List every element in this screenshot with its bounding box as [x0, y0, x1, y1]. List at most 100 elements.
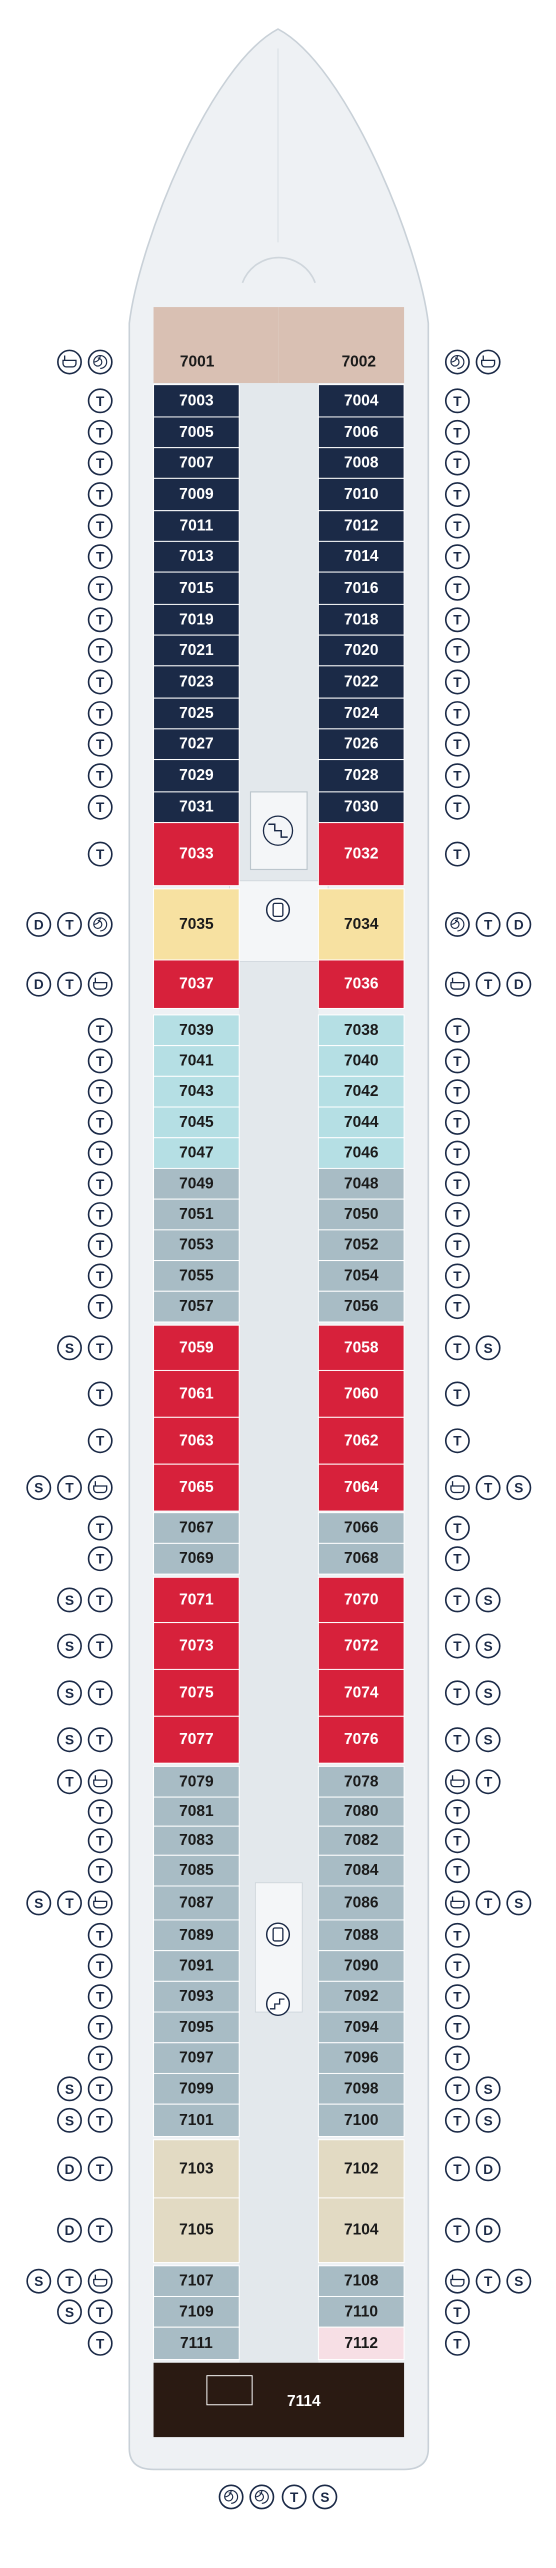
- spa-swirl: [93, 354, 108, 370]
- icon-letter: S: [514, 2274, 523, 2289]
- cabin: [317, 1198, 405, 1231]
- cabin-number: 7018: [344, 611, 379, 628]
- cabin-number: 7105: [179, 2222, 214, 2239]
- cabin: [317, 888, 405, 961]
- icon-letter: T: [453, 519, 462, 534]
- amenity-icon: S: [26, 1890, 52, 1916]
- cabin-number: 7047: [179, 1145, 213, 1162]
- amenity-icon: T: [444, 1680, 470, 1706]
- icon-letter: T: [96, 425, 105, 440]
- icon-letter: T: [453, 1146, 462, 1161]
- icon-letter: T: [65, 917, 74, 932]
- cabin-number: 7072: [344, 1638, 378, 1655]
- icon-letter: T: [453, 1552, 462, 1567]
- cabin-number: 7012: [344, 518, 378, 535]
- icon-circle: [87, 731, 113, 757]
- icon-circle: [475, 1769, 501, 1795]
- icon-circle: [57, 349, 82, 375]
- icon-letter: T: [453, 643, 462, 658]
- icon-letter: T: [96, 800, 105, 815]
- cabin-number: 7114: [287, 2393, 321, 2410]
- amenity-icon: T: [87, 1984, 113, 2010]
- icon-circle: [444, 1890, 470, 1916]
- amenity-icon: S: [506, 1890, 532, 1916]
- cabin: [317, 384, 405, 418]
- amenity-icon: T: [475, 1769, 501, 1795]
- cabin: [317, 571, 405, 605]
- cabin: [317, 1796, 405, 1827]
- cabin-number: 7039: [179, 1022, 214, 1039]
- amenity-icon: T: [444, 701, 470, 726]
- icon-circle: [444, 1727, 470, 1753]
- amenity-icon: T: [87, 2014, 113, 2040]
- icon-circle: [444, 2268, 470, 2294]
- icon-circle: [475, 2156, 501, 2182]
- amenity-icon: T: [444, 1232, 470, 1258]
- cabin-number: 7029: [179, 767, 214, 784]
- icon-letter: T: [453, 2082, 462, 2097]
- icon-letter: T: [453, 613, 462, 628]
- amenity-icon: T: [57, 2268, 82, 2294]
- amenity-icon: T: [444, 1922, 470, 1948]
- cabin-number: 7040: [344, 1052, 378, 1069]
- cabin-number: 7053: [179, 1237, 214, 1254]
- tub-shape: [450, 1481, 465, 1494]
- icon-letter: S: [65, 1686, 74, 1701]
- icon-letter: T: [453, 456, 462, 471]
- icon-letter: T: [453, 425, 462, 440]
- amenity-icon: S: [57, 1680, 82, 1706]
- stairs-forward: [229, 791, 329, 962]
- icon-circle: [87, 2045, 113, 2071]
- cabin: [153, 1290, 240, 1323]
- icon-circle: [444, 450, 470, 476]
- spa-swirl: [224, 2489, 239, 2504]
- icon-letter: T: [96, 1593, 105, 1608]
- icon-letter: D: [514, 977, 524, 992]
- icon-circle: [444, 2156, 470, 2182]
- amenity-icon: S: [57, 2076, 82, 2102]
- amenity-icon: T: [87, 1922, 113, 1948]
- amenity-icon: S: [312, 2484, 338, 2510]
- icon-letter: T: [453, 1834, 462, 1849]
- icon-letter: T: [96, 1085, 105, 1100]
- icon-letter: S: [484, 1686, 493, 1701]
- icon-letter: T: [96, 675, 105, 690]
- icon-circle: [444, 1381, 470, 1407]
- icon-circle: [444, 419, 470, 445]
- icon-circle: [57, 1890, 82, 1916]
- cabin-number: 7098: [344, 2080, 379, 2097]
- tub-shape: [93, 1481, 108, 1494]
- amenity-icon: T: [444, 513, 470, 539]
- icon-circle: [444, 1633, 470, 1659]
- cabin: [153, 2042, 240, 2074]
- amenity-icon: S: [57, 1727, 82, 1753]
- icon-circle: [87, 2156, 113, 2182]
- amenity-icon: T: [87, 419, 113, 445]
- icon-circle: [444, 1017, 470, 1043]
- cabin: [153, 1622, 240, 1670]
- cabin-number: 7078: [344, 1773, 379, 1790]
- amenity-icon: S: [475, 1587, 501, 1613]
- bath-icon: [444, 1890, 470, 1916]
- cabin-number: 7111: [180, 2335, 213, 2352]
- icon-letter: T: [96, 1269, 105, 1284]
- icon-circle: [57, 2107, 82, 2133]
- icon-letter: T: [484, 1896, 493, 1911]
- amenity-icon: T: [444, 1984, 470, 2010]
- icon-circle: [87, 1769, 113, 1795]
- icon-letter: S: [484, 2113, 493, 2128]
- icon-letter: D: [34, 917, 44, 932]
- cabin-number: 7055: [179, 1267, 214, 1284]
- amenity-icon: T: [444, 2217, 470, 2243]
- cabin: [153, 1416, 240, 1465]
- cabin-number: 7089: [179, 1927, 214, 1944]
- icon-letter: T: [453, 550, 462, 565]
- icon-letter: T: [96, 643, 105, 658]
- icon-circle: [444, 1140, 470, 1166]
- icon-circle: [475, 971, 501, 997]
- cabin: [153, 1796, 240, 1827]
- icon-letter: T: [453, 2020, 462, 2035]
- icon-circle: [475, 1633, 501, 1659]
- amenity-icon: D: [26, 971, 52, 997]
- cabin-number: 7054: [344, 1267, 379, 1284]
